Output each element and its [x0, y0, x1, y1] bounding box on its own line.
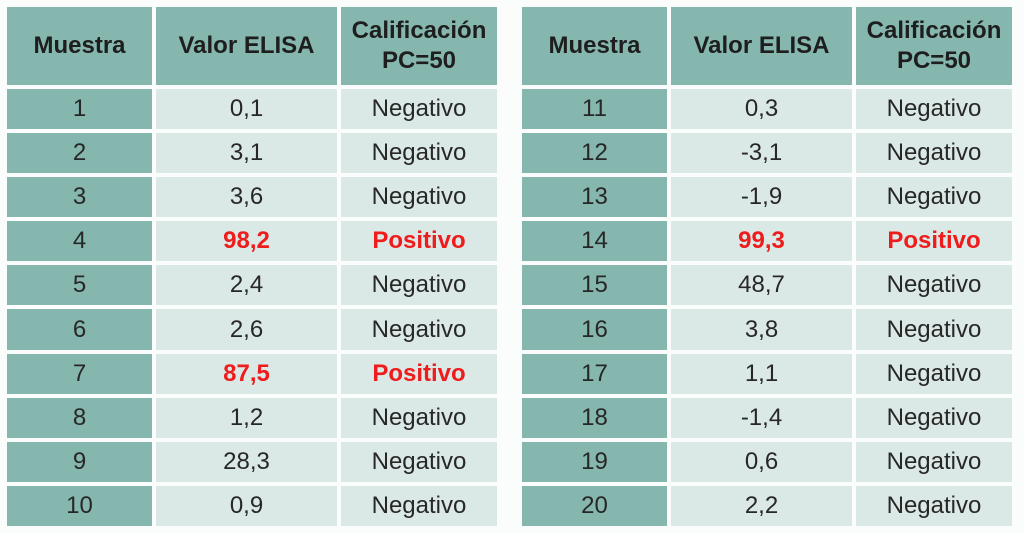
qualification-cell: Negativo: [341, 309, 497, 350]
sample-cell: 3: [7, 177, 152, 218]
table-row: 15 48,7 Negativo: [522, 265, 1012, 306]
header-muestra: Muestra: [7, 7, 152, 85]
qualification-cell: Positivo: [856, 221, 1012, 262]
value-cell: 0,9: [156, 485, 337, 526]
qualification-cell: Negativo: [856, 133, 1012, 174]
sample-cell: 17: [522, 353, 667, 394]
qualification-cell: Negativo: [341, 485, 497, 526]
value-cell: 3,1: [156, 133, 337, 174]
header-row: Muestra Valor ELISA Calificación PC=50: [7, 7, 497, 85]
qualification-cell: Negativo: [856, 441, 1012, 482]
table-row: 3 3,6 Negativo: [7, 177, 497, 218]
qualification-cell: Negativo: [856, 265, 1012, 306]
value-cell: 99,3: [671, 221, 852, 262]
value-cell: 2,4: [156, 265, 337, 306]
sample-cell: 20: [522, 485, 667, 526]
table-body-right: 11 0,3 Negativo 12 -3,1 Negativo 13 -1,9 Negativ…: [522, 89, 1012, 526]
qualification-cell: Negativo: [856, 397, 1012, 438]
sample-cell: 15: [522, 265, 667, 306]
value-cell: 2,6: [156, 309, 337, 350]
sample-cell: 12: [522, 133, 667, 174]
sample-cell: 19: [522, 441, 667, 482]
table-header-left: Muestra Valor ELISA Calificación PC=50: [7, 7, 497, 85]
table-row: 12 -3,1 Negativo: [522, 133, 1012, 174]
sample-cell: 14: [522, 221, 667, 262]
sample-cell: 18: [522, 397, 667, 438]
table-body-left: 1 0,1 Negativo 2 3,1 Negativo 3 3,6 Negativo 4 98,…: [7, 89, 497, 526]
elisa-table-left: Muestra Valor ELISA Calificación PC=50 1…: [3, 3, 501, 530]
sample-cell: 2: [7, 133, 152, 174]
value-cell: 1,2: [156, 397, 337, 438]
sample-cell: 4: [7, 221, 152, 262]
table-row: 6 2,6 Negativo: [7, 309, 497, 350]
table-row: 18 -1,4 Negativo: [522, 397, 1012, 438]
qualification-cell: Negativo: [341, 397, 497, 438]
header-calificacion: Calificación PC=50: [856, 7, 1012, 85]
header-valor-elisa: Valor ELISA: [671, 7, 852, 85]
qualification-cell: Negativo: [341, 441, 497, 482]
value-cell: 2,2: [671, 485, 852, 526]
header-row: Muestra Valor ELISA Calificación PC=50: [522, 7, 1012, 85]
sample-cell: 1: [7, 89, 152, 130]
value-cell: 1,1: [671, 353, 852, 394]
value-cell: 0,6: [671, 441, 852, 482]
elisa-table-right: Muestra Valor ELISA Calificación PC=50 1…: [518, 3, 1016, 530]
table-row: 9 28,3 Negativo: [7, 441, 497, 482]
table-row: 17 1,1 Negativo: [522, 353, 1012, 394]
sample-cell: 7: [7, 353, 152, 394]
sample-cell: 10: [7, 485, 152, 526]
qualification-cell: Positivo: [341, 353, 497, 394]
value-cell: 0,1: [156, 89, 337, 130]
table-row: 8 1,2 Negativo: [7, 397, 497, 438]
value-cell: -1,4: [671, 397, 852, 438]
table-row: 7 87,5 Positivo: [7, 353, 497, 394]
table-row: 10 0,9 Negativo: [7, 485, 497, 526]
header-calificacion: Calificación PC=50: [341, 7, 497, 85]
table-row: 11 0,3 Negativo: [522, 89, 1012, 130]
sample-cell: 13: [522, 177, 667, 218]
table-row: 16 3,8 Negativo: [522, 309, 1012, 350]
value-cell: 3,8: [671, 309, 852, 350]
value-cell: 28,3: [156, 441, 337, 482]
value-cell: 48,7: [671, 265, 852, 306]
qualification-cell: Negativo: [856, 485, 1012, 526]
qualification-cell: Negativo: [341, 265, 497, 306]
qualification-cell: Negativo: [856, 353, 1012, 394]
value-cell: -1,9: [671, 177, 852, 218]
table-row: 2 3,1 Negativo: [7, 133, 497, 174]
qualification-cell: Negativo: [856, 177, 1012, 218]
sample-cell: 11: [522, 89, 667, 130]
qualification-cell: Negativo: [341, 89, 497, 130]
qualification-cell: Negativo: [341, 177, 497, 218]
sample-cell: 5: [7, 265, 152, 306]
table-header-right: Muestra Valor ELISA Calificación PC=50: [522, 7, 1012, 85]
sample-cell: 8: [7, 397, 152, 438]
sample-cell: 9: [7, 441, 152, 482]
sample-cell: 16: [522, 309, 667, 350]
value-cell: 87,5: [156, 353, 337, 394]
table-row: 19 0,6 Negativo: [522, 441, 1012, 482]
qualification-cell: Negativo: [856, 89, 1012, 130]
value-cell: -3,1: [671, 133, 852, 174]
table-row: 1 0,1 Negativo: [7, 89, 497, 130]
header-muestra: Muestra: [522, 7, 667, 85]
value-cell: 0,3: [671, 89, 852, 130]
qualification-cell: Negativo: [856, 309, 1012, 350]
table-row: 14 99,3 Positivo: [522, 221, 1012, 262]
qualification-cell: Positivo: [341, 221, 497, 262]
qualification-cell: Negativo: [341, 133, 497, 174]
table-row: 13 -1,9 Negativo: [522, 177, 1012, 218]
table-row: 5 2,4 Negativo: [7, 265, 497, 306]
value-cell: 3,6: [156, 177, 337, 218]
value-cell: 98,2: [156, 221, 337, 262]
sample-cell: 6: [7, 309, 152, 350]
table-row: 20 2,2 Negativo: [522, 485, 1012, 526]
header-valor-elisa: Valor ELISA: [156, 7, 337, 85]
table-row: 4 98,2 Positivo: [7, 221, 497, 262]
